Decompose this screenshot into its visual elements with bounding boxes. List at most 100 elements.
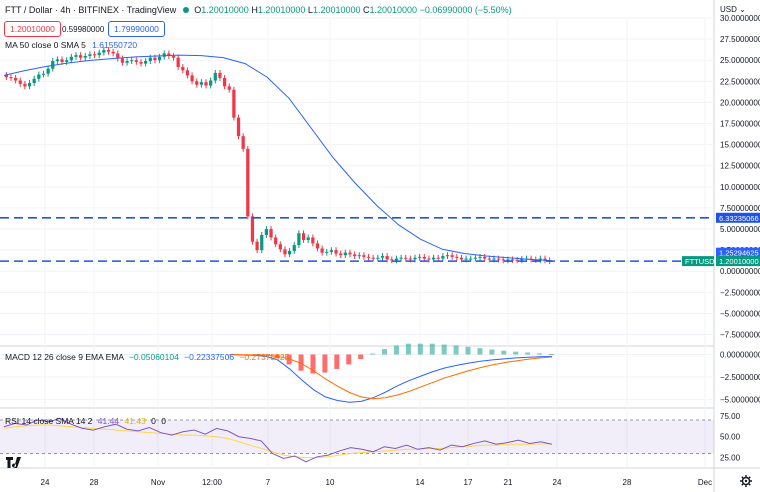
candle[interactable] xyxy=(125,61,129,63)
candle[interactable] xyxy=(157,56,162,61)
candle[interactable] xyxy=(209,80,213,86)
candle[interactable] xyxy=(55,59,60,62)
candle[interactable] xyxy=(83,55,87,58)
symbol-tag[interactable] xyxy=(682,256,714,267)
candle[interactable] xyxy=(106,50,111,52)
candle[interactable] xyxy=(204,82,208,86)
candle[interactable] xyxy=(292,245,296,251)
candle[interactable] xyxy=(543,258,547,261)
candle[interactable] xyxy=(227,86,231,90)
currency-selector[interactable]: USD ⌄ xyxy=(720,5,746,14)
macd-legend[interactable]: MACD 12 26 close 9 EMA EMA −0.05060104 −… xyxy=(5,352,289,362)
candle[interactable] xyxy=(278,244,282,250)
ma-line[interactable] xyxy=(3,54,553,262)
candle[interactable] xyxy=(357,255,361,257)
candle[interactable] xyxy=(329,250,334,252)
candle[interactable] xyxy=(510,259,515,261)
candle[interactable] xyxy=(404,257,408,259)
candle[interactable] xyxy=(88,54,92,56)
candle[interactable] xyxy=(260,234,264,251)
candle[interactable] xyxy=(362,255,366,257)
candle[interactable] xyxy=(320,248,324,253)
candle[interactable] xyxy=(483,256,487,259)
candle[interactable] xyxy=(153,57,157,61)
candle[interactable] xyxy=(181,66,185,71)
candle[interactable] xyxy=(390,259,394,261)
candle[interactable] xyxy=(464,258,468,260)
candle[interactable] xyxy=(487,258,491,260)
candle[interactable] xyxy=(32,78,36,83)
candle[interactable] xyxy=(236,117,241,137)
candle[interactable] xyxy=(520,259,524,261)
candle[interactable] xyxy=(116,53,120,59)
candle[interactable] xyxy=(144,61,148,64)
candle[interactable] xyxy=(60,59,64,62)
candle[interactable] xyxy=(232,89,236,118)
candle[interactable] xyxy=(162,53,166,57)
candle[interactable] xyxy=(255,241,259,251)
candle[interactable] xyxy=(399,257,403,259)
candle[interactable] xyxy=(538,258,543,260)
candle[interactable] xyxy=(353,254,357,257)
candle[interactable] xyxy=(515,259,519,261)
candle[interactable] xyxy=(130,60,134,62)
candle[interactable] xyxy=(51,61,55,69)
rsi-legend[interactable]: RSI 14 close SMA 14 2 41.44 41.43 0 0 xyxy=(5,416,166,426)
candle[interactable] xyxy=(9,77,13,79)
candle[interactable] xyxy=(394,258,399,261)
candle[interactable] xyxy=(422,256,426,259)
gear-icon[interactable] xyxy=(740,475,752,487)
candle[interactable] xyxy=(306,237,310,241)
candle[interactable] xyxy=(102,50,106,53)
candle[interactable] xyxy=(97,52,101,56)
candle[interactable] xyxy=(501,259,505,261)
candle[interactable] xyxy=(339,253,343,256)
candle[interactable] xyxy=(418,256,422,258)
candle[interactable] xyxy=(315,243,320,249)
candle[interactable] xyxy=(371,257,375,259)
rsi-line[interactable] xyxy=(3,417,553,463)
candle[interactable] xyxy=(496,258,501,260)
candle[interactable] xyxy=(120,58,125,63)
candle[interactable] xyxy=(65,60,69,62)
candle[interactable] xyxy=(473,257,477,259)
candle[interactable] xyxy=(92,54,97,56)
candle[interactable] xyxy=(455,256,459,258)
candle[interactable] xyxy=(148,57,152,62)
candle[interactable] xyxy=(185,70,190,76)
candle[interactable] xyxy=(195,81,199,85)
candle[interactable] xyxy=(13,77,18,81)
candle[interactable] xyxy=(134,60,138,62)
candle[interactable] xyxy=(450,255,454,257)
candle[interactable] xyxy=(41,73,46,75)
candle[interactable] xyxy=(506,259,510,261)
candle[interactable] xyxy=(4,74,8,78)
candle[interactable] xyxy=(111,51,115,54)
candle[interactable] xyxy=(74,55,78,57)
candle[interactable] xyxy=(171,55,176,58)
candle[interactable] xyxy=(376,257,380,259)
candle[interactable] xyxy=(445,255,450,257)
candle[interactable] xyxy=(459,257,464,260)
candle[interactable] xyxy=(69,56,73,61)
macd-pane[interactable] xyxy=(227,343,554,403)
candle[interactable] xyxy=(167,53,171,56)
candle[interactable] xyxy=(176,57,180,67)
candle[interactable] xyxy=(199,82,203,85)
candle[interactable] xyxy=(325,251,329,253)
candle[interactable] xyxy=(283,249,287,255)
candle[interactable] xyxy=(287,250,292,255)
candle[interactable] xyxy=(343,252,347,256)
candle[interactable] xyxy=(246,148,250,217)
candle[interactable] xyxy=(264,229,269,235)
candle[interactable] xyxy=(366,256,371,258)
candle[interactable] xyxy=(436,257,440,259)
candle[interactable] xyxy=(218,72,222,78)
tradingview-logo-icon[interactable] xyxy=(6,457,24,468)
candle[interactable] xyxy=(27,83,32,87)
candle[interactable] xyxy=(297,233,301,246)
candle[interactable] xyxy=(380,256,385,258)
candle[interactable] xyxy=(431,257,436,260)
candle[interactable] xyxy=(301,233,306,241)
